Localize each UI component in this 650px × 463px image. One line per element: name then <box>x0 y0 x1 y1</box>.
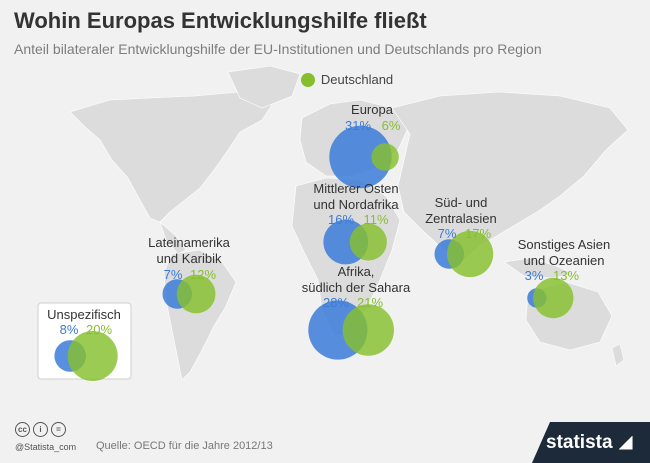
legend-label-de: Deutschland <box>320 72 394 87</box>
chart-area: Europa 31% 6% Mittlerer Osten und Nordaf… <box>37 65 629 381</box>
label-europa-de: 6% <box>382 118 401 133</box>
label-south-asia-eu: 7% <box>438 226 457 241</box>
bubble-africa-de <box>342 304 394 356</box>
chart-subtitle: Anteil bilateraler Entwicklungshilfe der… <box>14 41 542 57</box>
label-latam-eu: 7% <box>164 267 183 282</box>
bubble-latam-de <box>176 274 216 314</box>
label-mena-name-1: Mittlerer Osten <box>313 181 398 196</box>
label-unspecified-eu: 8% <box>60 322 79 337</box>
bubble-other-asia-de <box>533 277 574 319</box>
twitter-handle[interactable]: @Statista_com <box>15 442 77 452</box>
bubble-europa-de <box>371 143 399 171</box>
map-asia <box>391 91 629 263</box>
label-europa-eu: 31% <box>345 118 371 133</box>
label-south-asia-de: 17% <box>465 226 491 241</box>
label-mena-de: 11% <box>363 212 388 227</box>
map-central-america <box>159 221 187 255</box>
label-europa-name: Europa <box>351 102 394 117</box>
label-africa-name-2: südlich der Sahara <box>302 280 411 295</box>
map-indonesia <box>503 257 576 279</box>
bubble-south-asia-de <box>447 230 494 278</box>
region-labels: Europa 31% 6% Mittlerer Osten und Nordaf… <box>47 102 610 337</box>
brand-text: statista <box>546 431 613 453</box>
footer: cc i = @Statista_com Quelle: OECD für di… <box>0 414 650 463</box>
legend-swatch-de <box>300 72 315 87</box>
statista-logo[interactable]: statista <box>532 422 650 463</box>
label-africa-eu: 28% <box>323 295 349 310</box>
label-unspecified-name: Unspezifisch <box>47 307 121 322</box>
label-other-asia-eu: 3% <box>525 268 544 283</box>
label-latam-de: 12% <box>190 267 216 282</box>
bubble-mena-de <box>349 223 387 261</box>
label-latam-name-1: Lateinamerika <box>148 235 230 250</box>
map-new-zealand <box>611 343 625 367</box>
statista-mark-icon <box>618 435 633 450</box>
label-other-asia-name-1: Sonstiges Asien <box>518 237 611 252</box>
label-south-asia-name-2: Zentralasien <box>425 211 497 226</box>
label-africa-de: 21% <box>357 295 383 310</box>
label-unspecified-de: 20% <box>86 322 112 337</box>
legend-item-de: Deutschland <box>300 72 394 87</box>
map-greenland <box>227 65 301 109</box>
by-icon[interactable]: i <box>33 422 48 437</box>
label-latam-name-2: und Karibik <box>156 251 222 266</box>
source-note: Quelle: OECD für die Jahre 2012/13 <box>96 440 273 452</box>
label-mena-name-2: und Nordafrika <box>313 197 399 212</box>
label-other-asia-de: 13% <box>553 268 579 283</box>
nd-icon[interactable]: = <box>51 422 66 437</box>
bubbles <box>37 125 574 381</box>
bubble-unspecified-de <box>67 331 118 381</box>
label-mena-eu: 16% <box>328 212 354 227</box>
chart-title: Wohin Europas Entwicklungshilfe fließt <box>14 8 427 33</box>
license-icons: cc i = <box>15 422 66 437</box>
map-north-america <box>69 91 276 223</box>
label-south-asia-name-1: Süd- und <box>435 195 488 210</box>
label-other-asia-name-2: und Ozeanien <box>524 253 605 268</box>
bubble-europa-eu <box>329 125 392 189</box>
label-africa-name-1: Afrika, <box>338 264 375 279</box>
cc-icon[interactable]: cc <box>15 422 30 437</box>
